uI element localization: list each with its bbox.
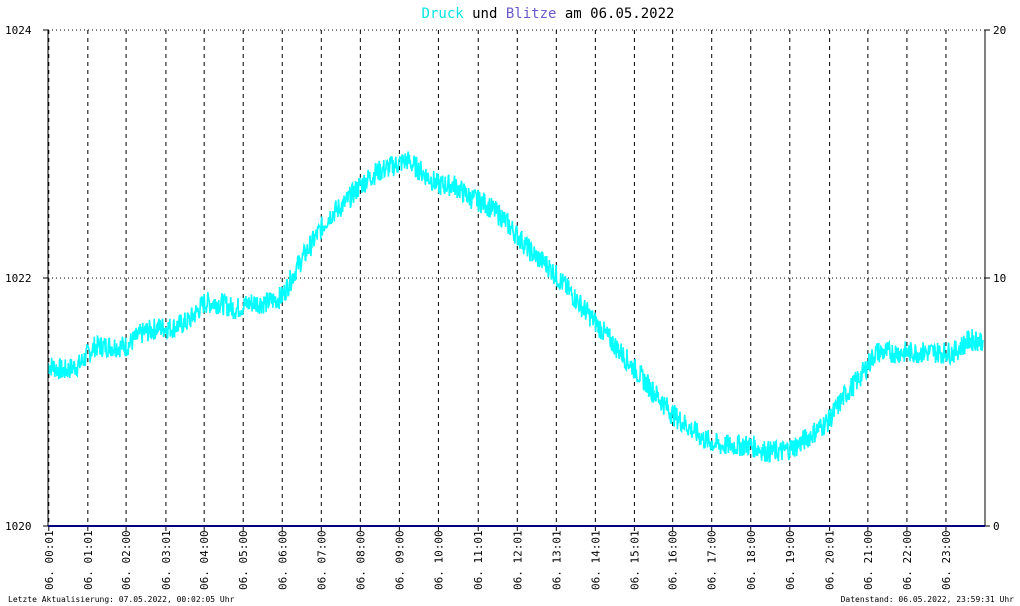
x-tick-label: 06. 14:01	[589, 530, 602, 590]
axes	[43, 29, 990, 531]
y-left-tick-label: 1022	[5, 272, 32, 285]
x-tick-label: 06. 21:00	[862, 530, 875, 590]
x-tick-label: 06. 04:00	[198, 530, 211, 590]
x-tick-label: 06. 16:00	[667, 530, 680, 590]
x-tick-label: 06. 23:00	[940, 530, 953, 590]
y-right-tick-label: 20	[993, 24, 1006, 37]
x-tick-label: 06. 08:00	[354, 530, 367, 590]
x-tick-label: 06. 11:01	[472, 530, 485, 590]
x-tick-label: 06. 06:00	[276, 530, 289, 590]
footer-data-status: Datenstand: 06.05.2022, 23:59:31 Uhr	[841, 595, 1015, 604]
x-tick-label: 06. 19:00	[784, 530, 797, 590]
y-right-tick-label: 0	[993, 520, 1000, 533]
x-tick-label: 06. 10:00	[432, 530, 445, 590]
tick-labels: 1020 0 1022 10 1024 20 06. 00:01 06. 01:01 06. 0…	[5, 24, 1006, 590]
x-tick-label: 06. 05:00	[237, 530, 250, 590]
pressure-series-line	[47, 151, 984, 464]
y-right-tick-label: 10	[993, 272, 1006, 285]
title-und: und	[464, 6, 506, 22]
x-tick-label: 06. 01:01	[82, 530, 95, 590]
x-tick-label: 06. 09:00	[393, 530, 406, 590]
x-tick-label: 06. 15:01	[628, 530, 641, 590]
title-date: am 06.05.2022	[556, 6, 674, 22]
series-layer	[47, 151, 984, 464]
x-tick-label: 06. 22:00	[901, 530, 914, 590]
x-tick-label: 06. 12:01	[511, 530, 524, 590]
title-druck: Druck	[422, 6, 465, 22]
footer-last-update: Letzte Aktualisierung: 07.05.2022, 00:02…	[8, 595, 235, 604]
x-tick-label: 06. 18:00	[745, 530, 758, 590]
x-tick-label: 06. 20:01	[824, 530, 837, 590]
title-blitze: Blitze	[506, 6, 557, 22]
x-tick-label: 06. 13:01	[550, 530, 563, 590]
x-tick-label: 06. 17:00	[706, 530, 719, 590]
x-tick-label: 06. 02:00	[120, 530, 133, 590]
x-tick-label: 06. 03:01	[160, 530, 173, 590]
y-left-tick-label: 1024	[5, 24, 32, 37]
chart-title: Druck und Blitze am 06.05.2022	[422, 6, 675, 22]
x-tick-label: 06. 07:00	[315, 530, 328, 590]
y-left-tick-label: 1020	[5, 520, 32, 533]
x-tick-label: 06. 00:01	[43, 530, 56, 590]
